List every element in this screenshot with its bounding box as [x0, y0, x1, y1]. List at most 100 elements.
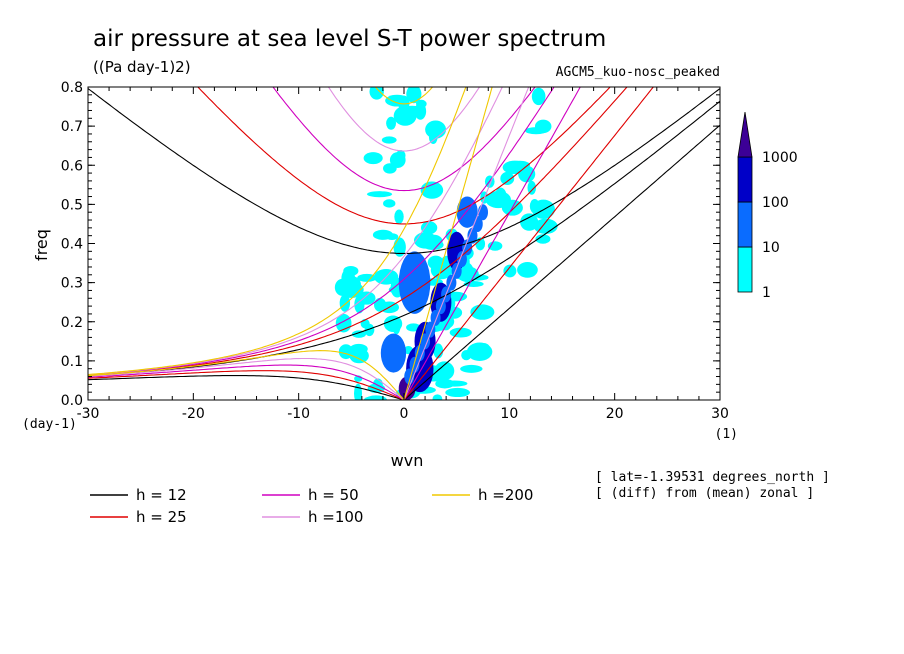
spectrum-cell-1	[487, 241, 503, 251]
spectrum-cell-1	[508, 160, 531, 170]
y-tick-label: 0.1	[61, 354, 83, 370]
kelvin-wave-curve	[403, 87, 581, 400]
colorbar-label: 1000	[762, 150, 798, 166]
colorbar-label: 1	[762, 285, 771, 301]
spectrum-cell-1	[420, 221, 438, 235]
x-tick-label: 20	[606, 406, 624, 422]
spectrum-cell-10	[462, 239, 473, 256]
spectrum-cell-10	[380, 333, 407, 373]
spectrum-cell-1	[406, 87, 422, 104]
x-axis: -30 -20 -10 0 10 20 30	[77, 87, 729, 422]
spectrum-cell-1	[397, 95, 410, 111]
y-axis: 0.0 0.1 0.2 0.3 0.4 0.5 0.6 0.7 0.8	[61, 80, 720, 409]
x-tick-label: -10	[287, 406, 310, 422]
y-tick-label: 0.3	[61, 276, 83, 292]
spectrum-cell-1	[357, 273, 377, 282]
rossby-wave-curve	[88, 357, 405, 400]
colorbar-segment	[737, 246, 753, 293]
x-axis-label: wvn	[391, 451, 424, 470]
rossby-wave-curve	[88, 350, 405, 400]
x-tick-label: 10	[500, 406, 518, 422]
y-tick-label: 0.2	[61, 315, 83, 331]
spectrum-cell-1	[432, 394, 443, 400]
spectrum-field	[334, 87, 558, 400]
legend: h = 12 h = 25 h = 50 h =100 h =200	[90, 486, 533, 526]
colorbar-arrow	[737, 111, 753, 158]
spectrum-cell-1	[357, 291, 376, 305]
colorbar-segment	[737, 201, 753, 248]
spectrum-cell-10	[414, 345, 425, 362]
y-tick-label: 0.5	[61, 197, 83, 213]
mrg-wave-curve	[88, 100, 720, 377]
colorbar-segment	[737, 156, 753, 203]
spectrum-cell-1	[475, 237, 486, 251]
spectrum-cell-1	[393, 106, 417, 126]
spectrum-cell-1	[445, 387, 470, 398]
y-tick-label: 0.0	[61, 393, 83, 409]
spectrum-cell-1	[369, 87, 384, 100]
spectrum-cell-10	[398, 251, 431, 314]
spectrum-cell-1	[441, 380, 468, 387]
legend-label: h =200	[478, 486, 533, 504]
colorbar-label: 10	[762, 240, 780, 256]
zonal-annotation: [ (diff) from (mean) zonal ]	[595, 486, 814, 501]
inertia-gravity-curve	[88, 88, 720, 254]
legend-label: h = 25	[136, 508, 187, 526]
spectrum-cell-1	[394, 209, 404, 224]
spectrum-cell-1	[383, 315, 403, 332]
spectrum-cell-1	[383, 199, 396, 208]
spectrum-cell-1	[461, 349, 472, 361]
spectrum-cell-1	[527, 180, 537, 195]
spectrum-cell-10	[456, 251, 467, 268]
spectrum-cell-1	[389, 152, 406, 168]
spectrum-cell-1	[477, 343, 490, 352]
spectrum-cell-10	[420, 333, 431, 350]
mrg-wave-curve	[88, 87, 555, 376]
spectrum-cell-1	[434, 361, 455, 381]
spectrum-cell-1	[363, 152, 383, 165]
spectrum-cell-1	[385, 233, 399, 241]
x-tick-label: -20	[182, 406, 205, 422]
spectrum-cell-1	[535, 234, 551, 244]
y-unit-label: (day-1)	[22, 417, 77, 432]
spectrum-cell-1	[383, 163, 397, 174]
kelvin-wave-curve	[403, 87, 530, 400]
spectrum-cell-1	[381, 136, 397, 144]
spectrum-cell-1	[386, 116, 397, 130]
kelvin-wave-curve	[403, 87, 493, 400]
legend-label: h =100	[308, 508, 363, 526]
spectrum-cell-1	[413, 232, 438, 249]
inertia-gravity-curve	[272, 87, 536, 192]
spectrum-cell-1	[500, 171, 515, 186]
spectrum-cell-1	[517, 262, 538, 278]
spectrum-cell-1	[351, 330, 367, 338]
kelvin-wave-curve	[403, 87, 655, 400]
spectrum-cell-10	[478, 204, 488, 221]
spectrum-cell-1	[414, 102, 427, 120]
spectrum-cell-10	[409, 356, 420, 373]
colorbar-label: 100	[762, 195, 789, 211]
dispersion-curves	[88, 87, 720, 400]
spectrum-cell-1	[339, 281, 364, 298]
mrg-wave-curve	[88, 87, 628, 377]
spectrum-cell-1	[374, 297, 387, 312]
spectrum-cell-1	[460, 364, 483, 373]
inertia-gravity-curve	[197, 87, 611, 225]
spectrum-cell-1	[365, 395, 387, 400]
inertia-gravity-curve	[327, 87, 481, 152]
rossby-wave-curve	[88, 370, 405, 400]
inertia-gravity-curve	[374, 87, 434, 105]
latitude-annotation: [ lat=-1.39531 degrees_north ]	[595, 470, 830, 485]
y-tick-label: 0.6	[61, 158, 83, 174]
spectrum-cell-1	[503, 264, 517, 278]
spectrum-cell-1	[339, 294, 351, 312]
spectrum-cell-1	[531, 87, 546, 106]
spectrum-cell-10	[467, 227, 478, 244]
rossby-wave-curve	[88, 375, 405, 400]
spectrum-cell-1	[520, 213, 539, 231]
mrg-wave-curve	[88, 87, 503, 376]
mrg-wave-curve	[88, 87, 467, 376]
spectrum-cell-10	[425, 321, 436, 338]
colorbar: 1 10 100 1000	[737, 111, 798, 301]
